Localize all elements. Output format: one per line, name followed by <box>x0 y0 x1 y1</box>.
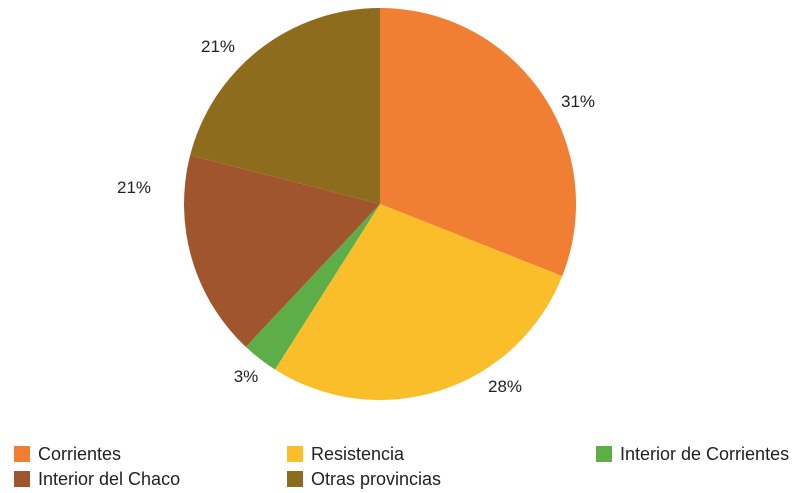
pie-slice-resistencia <box>274 204 563 401</box>
data-label-interior-del-chaco: 21% <box>117 178 151 197</box>
legend-swatch-otras-provincias <box>287 471 303 487</box>
pie-slice-interior-de-corrientes <box>245 204 380 370</box>
pie-labels: 31% 28% 3% 21% 21% <box>117 37 595 396</box>
pie-chart: 31% 28% 3% 21% 21% <box>117 8 595 401</box>
legend-item-interior-de-corrientes: Interior de Corrientes <box>596 443 789 465</box>
legend-item-resistencia: Resistencia <box>287 443 404 465</box>
legend-swatch-interior-de-corrientes <box>596 446 612 462</box>
chart-legend: Corrientes Resistencia Interior de Corri… <box>0 438 804 493</box>
data-label-corrientes: 31% <box>561 92 595 111</box>
legend-label-interior-del-chaco: Interior del Chaco <box>38 469 181 489</box>
legend-label-interior-de-corrientes: Interior de Corrientes <box>620 444 790 464</box>
legend-item-corrientes: Corrientes <box>14 443 121 465</box>
legend-swatch-corrientes <box>14 446 30 462</box>
pie-slice-corrientes <box>380 8 577 277</box>
legend-label-corrientes: Corrientes <box>38 444 122 464</box>
pie-slice-otras-provincias <box>190 8 380 204</box>
legend-item-otras-provincias: Otras provincias <box>287 468 441 490</box>
data-label-resistencia: 28% <box>488 377 522 396</box>
legend-item-interior-del-chaco: Interior del Chaco <box>14 468 180 490</box>
data-label-otras-provincias: 21% <box>201 37 235 56</box>
legend-label-resistencia: Resistencia <box>311 444 405 464</box>
pie-slice-interior-del-chaco <box>184 155 380 347</box>
pie-slices <box>184 8 577 401</box>
data-label-interior-de-corrientes: 3% <box>234 367 259 386</box>
legend-swatch-interior-del-chaco <box>14 471 30 487</box>
legend-label-otras-provincias: Otras provincias <box>311 469 442 489</box>
legend-swatch-resistencia <box>287 446 303 462</box>
